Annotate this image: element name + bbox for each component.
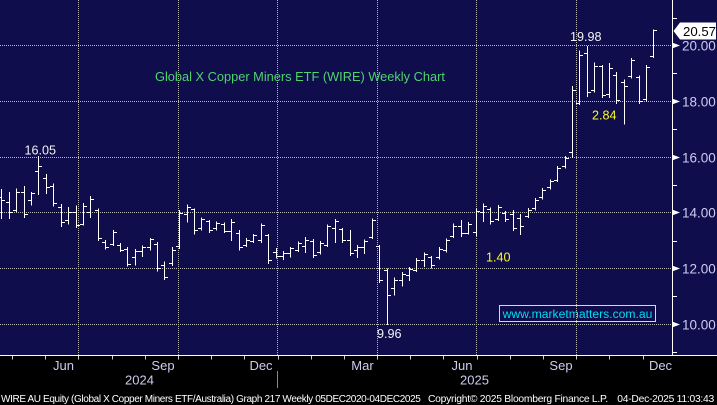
svg-text:04-Dec-2025 11:03:43: 04-Dec-2025 11:03:43: [617, 394, 714, 405]
svg-text:Sep: Sep: [549, 358, 572, 373]
svg-text:2.84: 2.84: [592, 109, 617, 123]
svg-text:12.00: 12.00: [682, 262, 716, 277]
svg-text:18.00: 18.00: [682, 95, 716, 110]
svg-text:Mar: Mar: [351, 358, 374, 373]
svg-text:20.00: 20.00: [682, 39, 716, 54]
svg-text:10.00: 10.00: [682, 318, 716, 333]
svg-text:Global X Copper Miners ETF (WI: Global X Copper Miners ETF (WIRE) Weekly…: [155, 69, 445, 84]
svg-text:1.40: 1.40: [486, 251, 511, 265]
svg-text:www.marketmatters.com.au: www.marketmatters.com.au: [502, 307, 653, 321]
svg-text:16.00: 16.00: [682, 151, 716, 166]
svg-text:2025: 2025: [460, 373, 489, 388]
svg-text:19.98: 19.98: [570, 30, 602, 44]
svg-text:Dec: Dec: [649, 358, 673, 373]
svg-text:14.00: 14.00: [682, 206, 716, 221]
svg-text:Dec: Dec: [249, 358, 273, 373]
svg-text:16.05: 16.05: [25, 144, 57, 158]
svg-text:Copyright© 2025 Bloomberg Fina: Copyright© 2025 Bloomberg Finance L.P.: [428, 394, 608, 405]
svg-text:2024: 2024: [125, 373, 154, 388]
svg-text:Sep: Sep: [151, 358, 174, 373]
svg-text:Jun: Jun: [53, 358, 74, 373]
svg-text:9.96: 9.96: [377, 327, 402, 341]
svg-text:Jun: Jun: [452, 358, 473, 373]
svg-text:WIRE AU Equity (Global X Coppe: WIRE AU Equity (Global X Copper Miners E…: [1, 394, 421, 405]
svg-text:20.57: 20.57: [683, 24, 716, 39]
